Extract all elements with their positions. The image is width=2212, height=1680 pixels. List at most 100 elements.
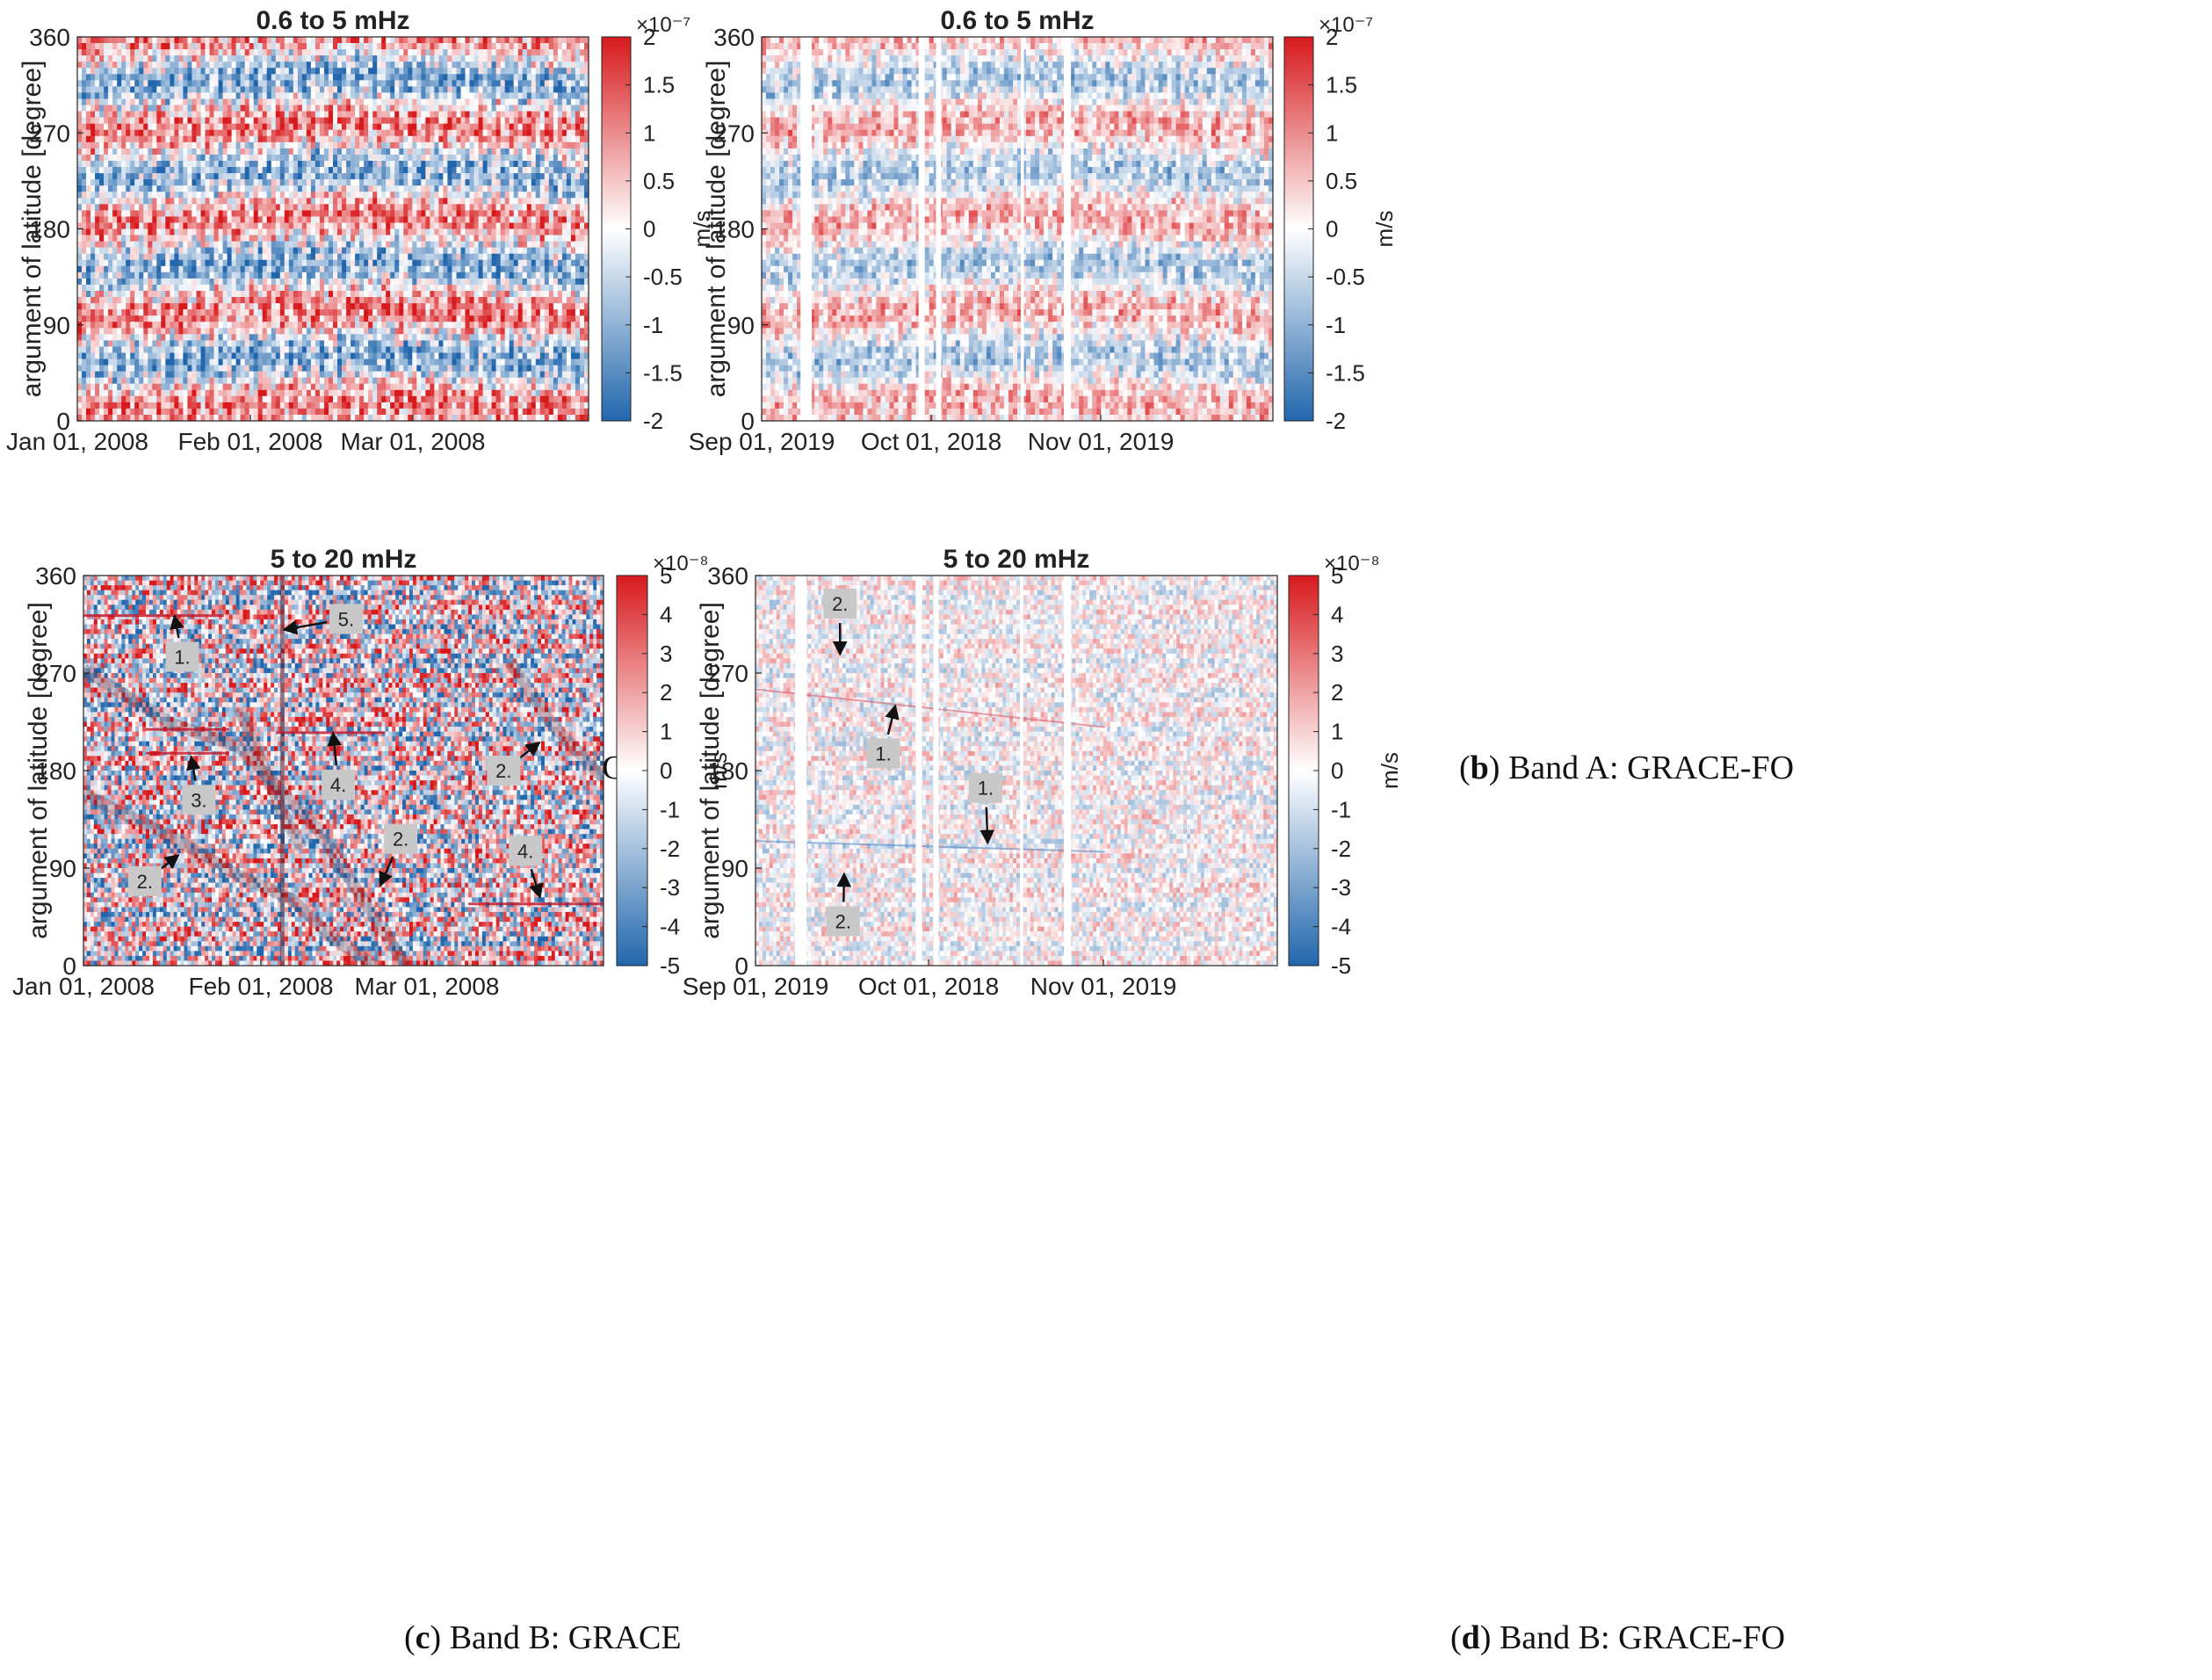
track-c-2	[504, 657, 604, 783]
annotation-label-d-3: 2.	[835, 910, 851, 932]
xtick-label-a-2: Mar 01, 2008	[341, 428, 486, 455]
ytick-label-d-3: 270	[707, 660, 748, 687]
panel-a: 0.6 to 5 mHz 0 90 180 270 360 argument of lati…	[0, 0, 1106, 826]
panel-c: 5 to 20 mHz 0 90 180 270 360 argument of latit…	[0, 545, 1106, 1680]
chart-title-a: 0.6 to 5 mHz	[256, 6, 409, 35]
annotation-label-d-1: 1.	[875, 742, 891, 764]
gap-b-0	[800, 37, 813, 421]
chart-title-d: 5 to 20 mHz	[943, 545, 1090, 574]
annotation-box-c-0	[165, 641, 199, 672]
annotation-box-d-3	[826, 906, 860, 937]
colorbar-tick-d-6: -1	[1331, 796, 1351, 822]
ytick-label-d-1: 90	[721, 855, 748, 882]
annotation-box-c-1	[329, 604, 363, 634]
colorbar-tick-a-7: -1.5	[643, 359, 683, 386]
ylabel-b: argument of latitude [degree]	[702, 61, 731, 398]
colorbar-tick-b-7: -1.5	[1326, 359, 1365, 386]
gap-d-1	[915, 576, 922, 966]
gap-d-4	[1064, 576, 1072, 966]
colorbar-tick-c-2: 3	[660, 641, 672, 667]
ytick-label-b-1: 90	[727, 312, 755, 339]
colorbar-label-d: m/s	[1377, 752, 1403, 789]
chart-d: 5 to 20 mHz 0 90 180 270 360 argument of latit…	[683, 545, 1403, 1000]
annotation-arrow-c-7	[529, 868, 544, 899]
chart-title-b: 0.6 to 5 mHz	[940, 6, 1094, 35]
colorbar-tick-a-0: 2	[643, 24, 655, 50]
annotation-label-c-3: 4.	[330, 774, 346, 796]
annotation-arrow-c-0	[170, 613, 184, 639]
xtick-label-d-2: Nov 01, 2019	[1030, 973, 1177, 1000]
gap-b-2	[936, 37, 942, 421]
heatmap-c	[83, 576, 604, 966]
hline-d-1	[755, 840, 1106, 853]
colorbar-exponent-c: ×10⁻⁸	[653, 552, 709, 576]
xtick-label-c-0: Jan 01, 2008	[12, 973, 155, 1000]
colorbar-exponent-b: ×10⁻⁷	[1319, 13, 1373, 37]
heatmap-a	[77, 37, 589, 421]
ytick-label-a-3: 270	[29, 119, 70, 147]
annotation-label-c-0: 1.	[174, 647, 190, 669]
colorbar-tick-d-8: -3	[1331, 874, 1351, 901]
colorbar-tick-a-2: 1	[643, 119, 655, 146]
colorbar-tick-c-3: 2	[660, 679, 672, 706]
xtick-label-c-1: Feb 01, 2008	[188, 973, 333, 1000]
colorbar-tick-d-7: -2	[1331, 836, 1351, 862]
annotation-label-d-2: 1.	[978, 778, 994, 800]
annotation-box-d-0	[823, 589, 857, 619]
annotation-arrow-c-6	[379, 856, 394, 887]
xtick-label-c-2: Mar 01, 2008	[355, 973, 500, 1000]
colorbar-tick-d-4: 1	[1331, 719, 1343, 745]
caption-c: (c) Band B: GRACE	[404, 1618, 682, 1657]
colorbar-tick-c-4: 1	[660, 719, 672, 745]
annotation-arrow-c-2	[185, 755, 201, 781]
ylabel-a: argument of latitude [degree]	[18, 61, 47, 398]
ytick-label-b-0: 0	[741, 408, 755, 435]
annotation-label-c-4: 2.	[495, 760, 511, 782]
gap-d-0	[795, 576, 807, 966]
chart-title-c: 5 to 20 mHz	[271, 545, 417, 574]
ytick-label-c-1: 90	[49, 855, 76, 882]
colorbar-tick-b-1: 1.5	[1326, 72, 1357, 98]
xtick-label-b-2: Nov 01, 2019	[1028, 428, 1175, 455]
annotation-box-d-2	[968, 772, 1002, 803]
colorbar-tick-b-8: -2	[1326, 408, 1346, 434]
colorbar-tick-b-3: 0.5	[1326, 168, 1357, 194]
annotation-label-c-7: 4.	[517, 840, 533, 862]
annotation-arrow-c-3	[327, 731, 343, 766]
colorbar-tick-c-6: -1	[660, 796, 680, 822]
annotation-box-c-3	[322, 770, 356, 800]
heatmap-b	[762, 37, 1273, 421]
streak-c	[279, 576, 285, 966]
ytick-label-b-2: 180	[713, 216, 755, 243]
caption-d: (d) Band B: GRACE-FO	[1450, 1618, 1785, 1657]
hline-d-0	[755, 688, 1106, 728]
colorbar-tick-b-0: 2	[1326, 24, 1338, 50]
annotation-arrow-c-4	[517, 741, 541, 760]
ytick-label-c-2: 180	[35, 757, 76, 785]
colorbar-tick-b-6: -1	[1326, 312, 1346, 338]
ytick-label-b-4: 360	[713, 24, 755, 51]
gap-b-4	[1063, 37, 1072, 421]
annotation-arrow-d-1	[885, 704, 900, 735]
gap-d-3	[1020, 576, 1023, 966]
annotation-label-c-6: 2.	[393, 829, 408, 851]
track-c-1	[83, 788, 379, 966]
ytick-label-c-3: 270	[35, 660, 76, 687]
colorbar-tick-b-2: 1	[1326, 119, 1338, 146]
colorbar-tick-d-1: 4	[1331, 601, 1343, 627]
ytick-label-a-4: 360	[29, 24, 70, 51]
gap-d-2	[933, 576, 939, 966]
xtick-label-d-0: Sep 01, 2019	[683, 973, 829, 1000]
annotation-arrow-d-3	[836, 872, 852, 902]
ylabel-d: argument of latitude [degree]	[696, 602, 725, 939]
colorbar-tick-c-10: -5	[660, 952, 680, 979]
ytick-label-b-3: 270	[713, 119, 755, 147]
colorbar-tick-d-0: 5	[1331, 562, 1343, 589]
xtick-label-b-1: Oct 01, 2018	[861, 428, 1001, 455]
colorbar-tick-a-4: 0	[643, 216, 655, 243]
heatmap-d	[755, 576, 1277, 966]
xtick-label-b-0: Sep 01, 2019	[689, 428, 835, 455]
ytick-label-a-2: 180	[29, 216, 70, 243]
colorbar-label-c: m/s	[705, 752, 732, 789]
colorbar-tick-d-2: 3	[1331, 641, 1343, 667]
